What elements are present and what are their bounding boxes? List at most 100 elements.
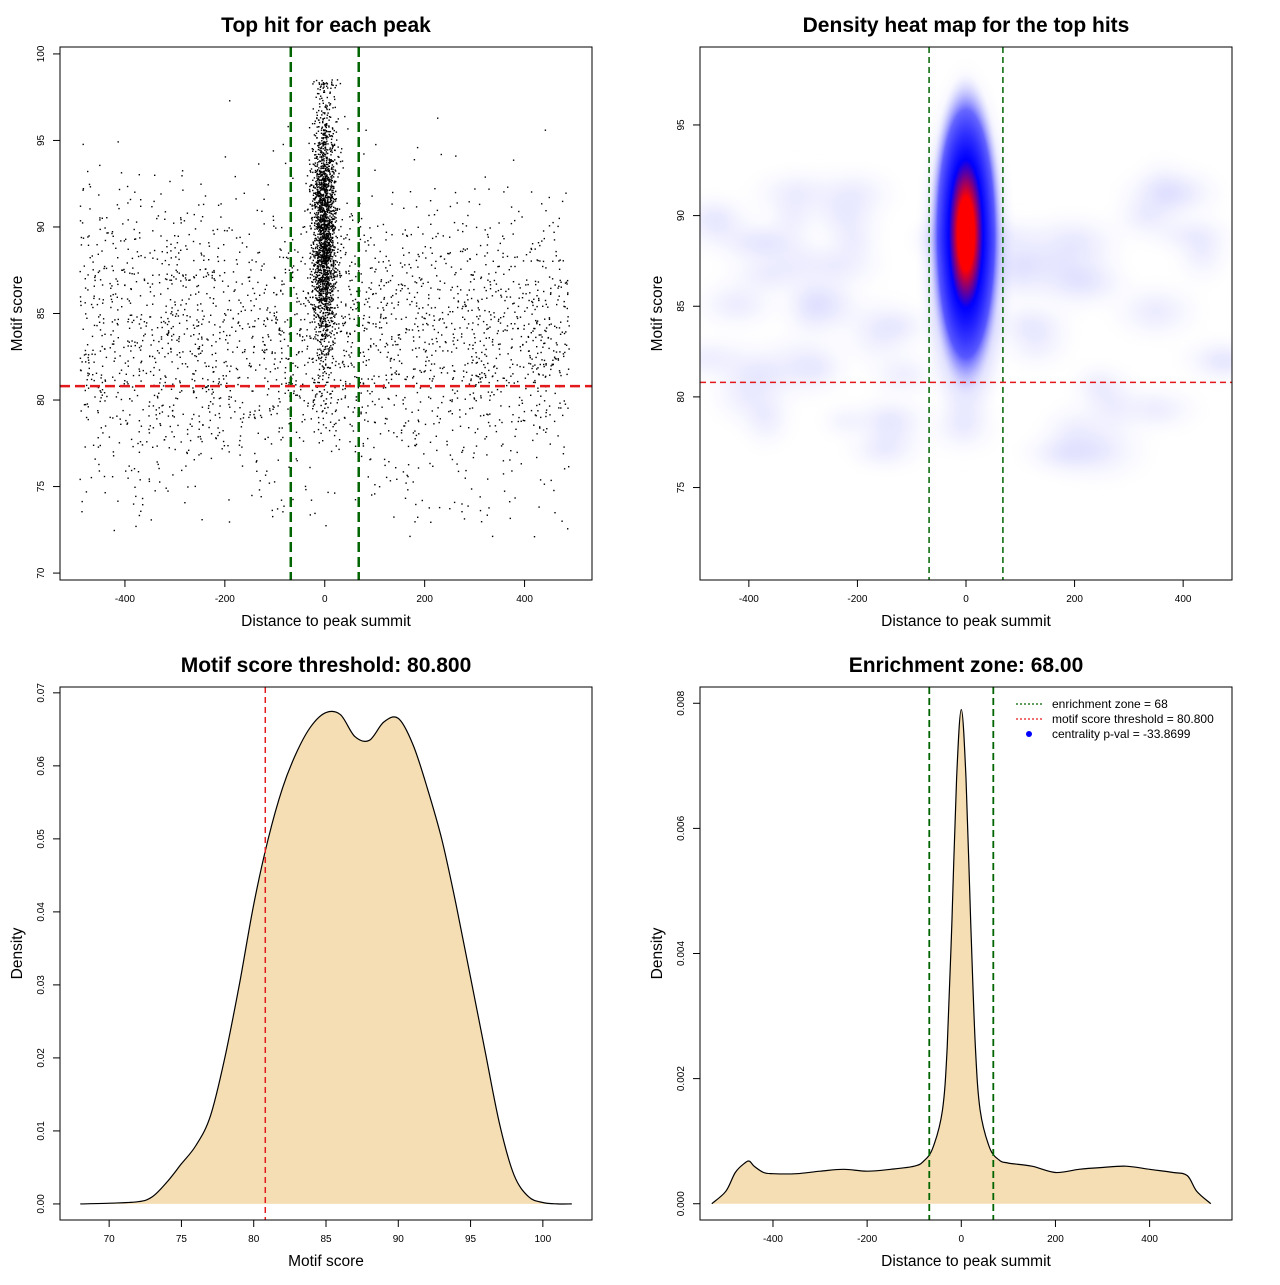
data-point — [345, 272, 347, 274]
data-point — [269, 371, 272, 373]
data-point — [542, 429, 545, 431]
data-point — [212, 366, 214, 369]
data-point — [248, 364, 250, 367]
data-point — [193, 334, 195, 336]
data-point — [389, 358, 392, 360]
data-point — [462, 370, 465, 372]
data-point — [292, 271, 294, 273]
data-point — [319, 298, 321, 301]
data-point — [409, 191, 412, 193]
data-point — [344, 321, 347, 323]
data-point — [319, 232, 321, 234]
data-point — [320, 152, 323, 154]
data-point — [355, 275, 357, 278]
data-point — [475, 356, 478, 358]
data-point — [328, 348, 330, 350]
data-point — [514, 265, 516, 268]
data-point — [326, 298, 328, 300]
data-point — [506, 325, 509, 327]
data-point — [405, 331, 407, 334]
data-point — [479, 315, 481, 317]
data-point — [328, 244, 330, 246]
data-point — [503, 377, 505, 379]
data-point — [319, 289, 321, 291]
data-point — [318, 82, 320, 84]
data-point — [308, 159, 311, 161]
data-point — [263, 323, 265, 326]
y-tick-label: 75 — [36, 481, 47, 493]
data-point — [326, 166, 328, 169]
data-point — [312, 268, 314, 270]
data-point — [341, 315, 343, 317]
data-point — [331, 193, 333, 196]
data-point — [347, 128, 349, 130]
data-point — [378, 486, 381, 488]
data-point — [318, 251, 320, 253]
data-point — [193, 213, 195, 216]
data-point — [451, 322, 453, 325]
data-point — [536, 305, 538, 308]
data-point — [151, 283, 154, 285]
data-point — [326, 277, 329, 280]
data-point — [274, 368, 276, 370]
data-point — [118, 372, 121, 375]
data-point — [324, 200, 326, 202]
data-point — [488, 273, 490, 275]
data-point — [171, 335, 173, 337]
data-point — [322, 353, 324, 355]
data-point — [169, 406, 171, 408]
data-point — [184, 363, 187, 365]
data-point — [547, 337, 549, 339]
data-point — [322, 325, 324, 327]
data-point — [335, 209, 337, 211]
data-point — [323, 284, 326, 286]
data-point — [331, 195, 333, 197]
data-point — [491, 341, 494, 343]
data-point — [137, 272, 139, 274]
data-point — [320, 301, 323, 304]
data-point — [318, 381, 320, 384]
data-point — [186, 451, 188, 454]
data-point — [133, 228, 135, 231]
data-point — [201, 216, 204, 218]
data-point — [319, 251, 322, 254]
legend-marker — [1026, 731, 1032, 737]
data-point — [568, 348, 570, 350]
data-point — [334, 342, 336, 344]
data-point — [329, 301, 331, 303]
data-point — [332, 146, 334, 148]
data-point — [436, 275, 438, 277]
data-point — [250, 300, 252, 302]
data-point — [331, 225, 334, 227]
data-point — [332, 128, 334, 130]
data-point — [318, 227, 320, 229]
data-point — [189, 439, 192, 442]
data-point — [318, 167, 320, 169]
data-point — [227, 309, 229, 311]
data-point — [218, 431, 221, 434]
data-point — [318, 143, 321, 145]
data-point — [435, 235, 437, 238]
data-point — [322, 298, 324, 300]
data-point — [488, 188, 490, 190]
data-point — [457, 306, 459, 309]
data-point — [325, 225, 328, 227]
data-point — [164, 322, 167, 324]
data-point — [328, 374, 330, 376]
data-point — [315, 359, 318, 362]
data-point — [142, 369, 144, 372]
data-point — [319, 331, 322, 333]
data-point — [152, 257, 154, 259]
y-tick-label: 0.07 — [36, 683, 47, 703]
data-point — [259, 308, 261, 310]
data-point — [428, 294, 430, 296]
data-point — [332, 241, 334, 243]
data-point — [313, 224, 316, 227]
data-point — [143, 279, 146, 282]
data-point — [352, 309, 354, 311]
data-point — [164, 218, 166, 220]
data-point — [100, 391, 102, 393]
y-tick-label: 0.02 — [36, 1048, 47, 1068]
data-point — [477, 428, 479, 430]
data-point — [321, 258, 323, 261]
